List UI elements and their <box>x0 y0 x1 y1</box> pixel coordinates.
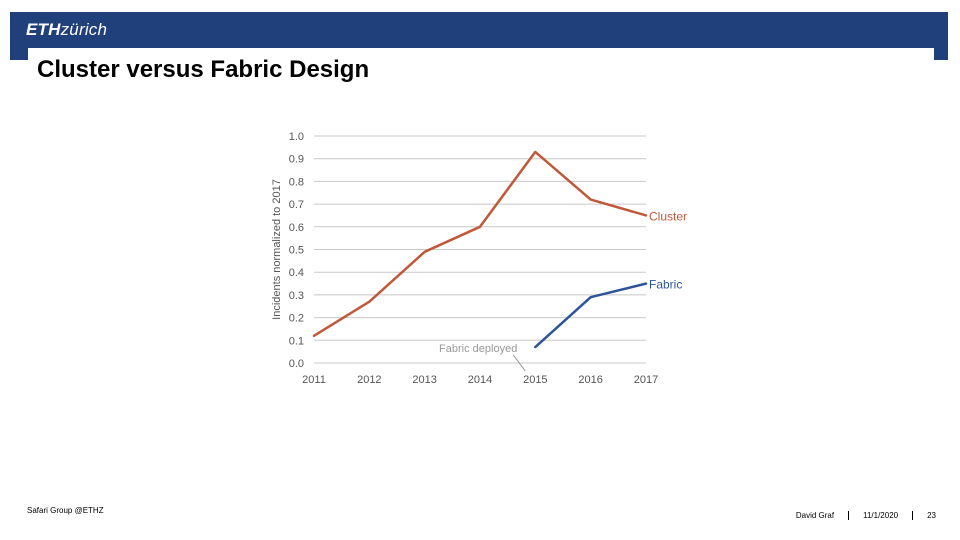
series-line-fabric <box>534 282 648 349</box>
y-tick-label: 1.0 <box>289 131 304 143</box>
footer-separator <box>912 511 914 520</box>
x-tick-label: 2017 <box>634 374 658 386</box>
series-line-cluster <box>312 150 648 338</box>
footer-author: David Graf <box>795 511 835 520</box>
x-tick-label: 2015 <box>523 374 547 386</box>
y-tick-label: 0.1 <box>289 335 304 347</box>
y-tick-label: 0.3 <box>289 290 304 302</box>
title-area <box>28 48 934 90</box>
y-tick-label: 0.5 <box>289 245 304 257</box>
eth-zurich-logo: ETHzürich <box>26 19 107 41</box>
y-axis-label: Incidents normalized to 2017 <box>271 179 283 320</box>
x-tick-label: 2012 <box>357 374 381 386</box>
page-title: Cluster versus Fabric Design <box>37 56 370 83</box>
y-tick-label: 0.8 <box>289 176 304 188</box>
incidents-line-chart: 0.0 0.1 0.2 0.3 0.4 0.5 0.6 0.7 0.8 0.9 1.0 2011 201… <box>271 131 687 386</box>
footer-date: 11/1/2020 <box>863 511 899 520</box>
logo-eth-text: ETH <box>26 20 61 39</box>
y-tick-label: 0.9 <box>289 154 304 166</box>
x-tick-label: 2016 <box>578 374 602 386</box>
y-tick-label: 0.7 <box>289 199 304 211</box>
footer-info: David Graf 11/1/2020 23 <box>796 511 936 520</box>
y-tick-label: 0.6 <box>289 222 304 234</box>
annotation-fabric-deployed: Fabric deployed <box>439 343 517 355</box>
x-tick-label: 2013 <box>412 374 436 386</box>
logo-zurich-text: zürich <box>60 20 108 39</box>
annotation-pointer-line <box>512 354 526 372</box>
x-tick-label: 2011 <box>302 374 326 386</box>
footer-separator <box>848 511 850 520</box>
y-tick-label: 0.0 <box>289 358 304 370</box>
y-tick-label: 0.4 <box>289 267 304 279</box>
x-tick-label: 2014 <box>468 374 492 386</box>
footer-page-number: 23 <box>927 511 936 520</box>
footer-group: Safari Group @ETHZ <box>27 506 104 515</box>
series-label-fabric: Fabric <box>649 278 682 292</box>
y-tick-label: 0.2 <box>289 313 304 325</box>
series-label-cluster: Cluster <box>649 209 687 223</box>
